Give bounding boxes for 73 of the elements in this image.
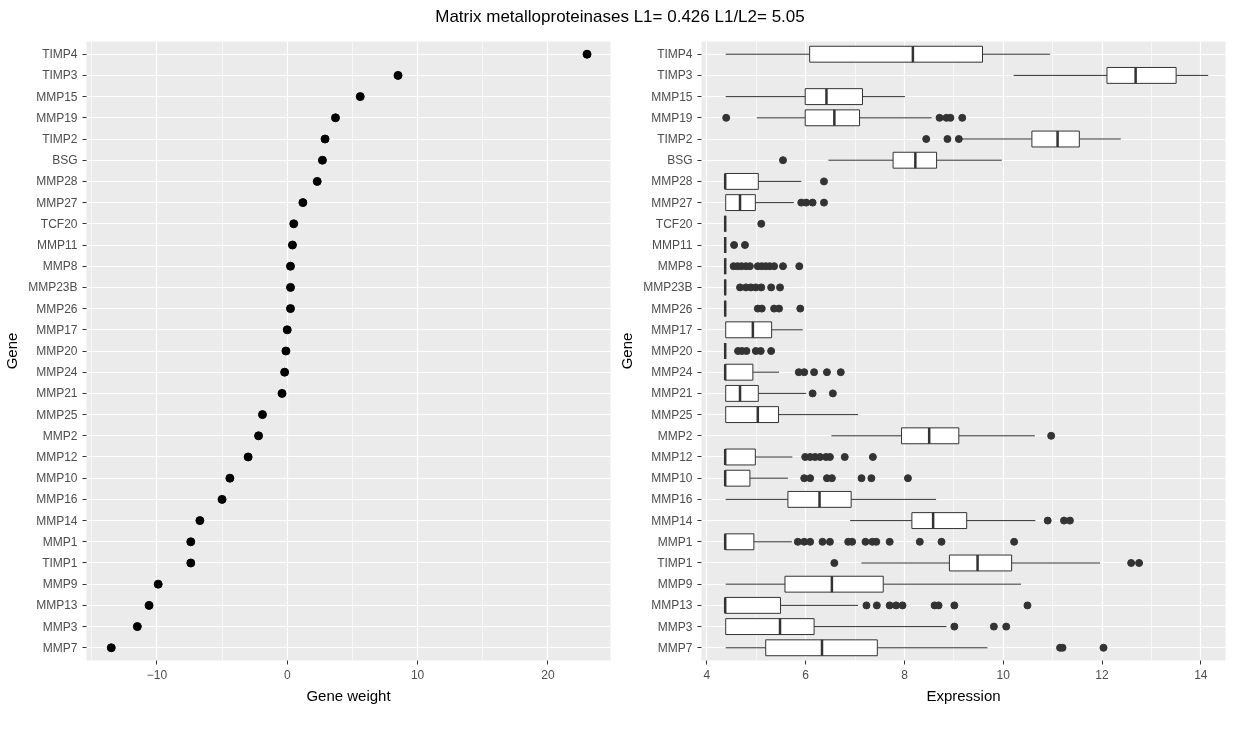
x-axis-title: Expression xyxy=(926,686,1001,704)
y-tick-label: MMP19 xyxy=(651,110,693,125)
y-tick-label: MMP21 xyxy=(651,386,693,401)
y-tick-label: MMP13 xyxy=(651,598,693,613)
y-tick-label: MMP8 xyxy=(42,259,78,274)
x-tick-label: 8 xyxy=(901,667,909,682)
y-tick-label: MMP14 xyxy=(651,513,693,528)
y-tick-label: TIMP3 xyxy=(657,68,693,83)
y-tick-label: TIMP3 xyxy=(42,68,78,83)
y-tick-label: MMP20 xyxy=(651,344,693,358)
y-tick-label: TCF20 xyxy=(40,216,78,231)
y-tick-label: MMP27 xyxy=(651,195,693,210)
y-tick-label: MMP11 xyxy=(37,238,78,253)
y-tick-label: MMP14 xyxy=(36,513,78,528)
y-tick-label: MMP15 xyxy=(651,89,693,104)
y-tick-label: TIMP4 xyxy=(42,47,78,62)
y-tick-label: MMP1 xyxy=(42,534,78,549)
x-tick-label: 10 xyxy=(410,667,425,682)
y-tick-label: MMP12 xyxy=(36,449,78,464)
y-tick-label: MMP1 xyxy=(657,534,693,549)
y-tick-label: BSG xyxy=(52,153,78,168)
y-tick-label: TCF20 xyxy=(655,216,693,231)
y-tick-label: MMP13 xyxy=(36,598,78,613)
y-tick-label: MMP24 xyxy=(36,365,78,380)
y-tick-label: MMP12 xyxy=(651,449,693,464)
x-axis-title: Gene weight xyxy=(306,686,392,704)
y-tick-label: TIMP4 xyxy=(657,47,693,62)
x-tick-label: 6 xyxy=(802,667,810,682)
y-tick-label: BSG xyxy=(667,153,693,168)
y-tick-label: MMP23B xyxy=(643,280,693,295)
y-tick-label: MMP2 xyxy=(42,428,78,443)
y-axis-title: Gene xyxy=(618,332,636,370)
x-tick-label: 20 xyxy=(541,667,555,682)
y-tick-label: MMP28 xyxy=(651,174,693,189)
y-tick-label: MMP2 xyxy=(657,428,693,443)
x-tick-label: 14 xyxy=(1194,667,1208,682)
y-axis-title: Gene xyxy=(3,332,21,370)
y-tick-label: MMP28 xyxy=(36,174,78,189)
y-tick-label: MMP21 xyxy=(36,386,78,401)
y-tick-label: MMP27 xyxy=(36,195,78,210)
chart-title: Matrix metalloproteinases L1= 0.426 L1/L2= 5.05 xyxy=(435,6,805,28)
y-tick-label: MMP10 xyxy=(651,471,693,486)
y-tick-label: MMP17 xyxy=(36,322,78,337)
y-tick-label: MMP11 xyxy=(652,238,693,253)
x-tick-label: 10 xyxy=(996,667,1011,682)
y-tick-label: MMP23B xyxy=(28,280,78,295)
y-tick-label: MMP25 xyxy=(36,407,78,422)
y-tick-label: MMP3 xyxy=(42,619,78,634)
y-tick-label: TIMP1 xyxy=(42,555,78,570)
y-tick-label: MMP16 xyxy=(651,492,693,507)
y-tick-label: MMP9 xyxy=(42,577,78,592)
y-tick-label: MMP25 xyxy=(651,407,693,422)
y-tick-label: TIMP2 xyxy=(657,132,693,147)
x-tick-label: 0 xyxy=(283,667,291,682)
x-tick-label: 12 xyxy=(1095,667,1110,682)
y-tick-label: MMP9 xyxy=(657,577,693,592)
y-tick-label: MMP15 xyxy=(36,89,78,104)
y-tick-label: MMP16 xyxy=(36,492,78,507)
y-tick-label: MMP8 xyxy=(657,259,693,274)
x-tick-label: −10 xyxy=(146,667,168,682)
y-tick-label: MMP7 xyxy=(657,640,693,655)
y-tick-label: MMP19 xyxy=(36,110,78,125)
y-tick-label: TIMP1 xyxy=(657,555,693,570)
y-tick-label: MMP26 xyxy=(36,301,78,316)
y-tick-label: MMP3 xyxy=(657,619,693,634)
y-tick-label: MMP26 xyxy=(651,301,693,316)
y-tick-label: MMP10 xyxy=(36,471,78,486)
y-tick-label: TIMP2 xyxy=(42,132,78,147)
y-tick-label: MMP17 xyxy=(651,322,693,337)
y-tick-label: MMP7 xyxy=(42,640,78,655)
y-tick-label: MMP24 xyxy=(651,365,693,380)
x-tick-label: 4 xyxy=(703,667,711,682)
y-tick-label: MMP20 xyxy=(36,344,78,358)
